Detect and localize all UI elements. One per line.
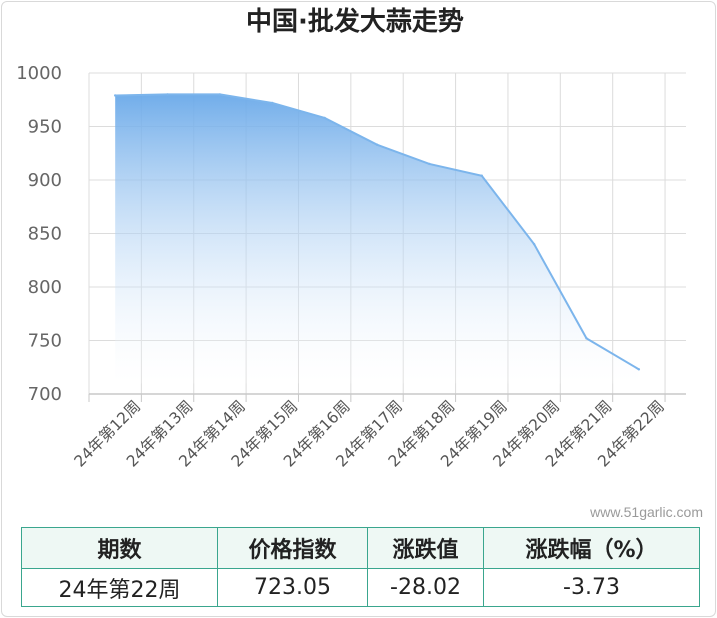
summary-header-row: 期数 价格指数 涨跌值 涨跌幅（%） [21, 527, 700, 569]
cell-change-percent: -3.73 [483, 568, 700, 607]
y-tick-label: 1000 [16, 63, 62, 84]
watermark: www.51garlic.com [590, 504, 703, 520]
y-axis: 700 750 800 850 900 950 1000 [16, 63, 62, 405]
cell-change-value: -28.02 [367, 568, 484, 607]
header-price-index: 价格指数 [217, 527, 368, 569]
data-point [166, 93, 169, 96]
y-tick-label: 950 [28, 117, 62, 138]
summary-data-row: 24年第22周 723.05 -28.02 -3.73 [21, 568, 700, 607]
y-tick-label: 750 [28, 331, 62, 352]
cell-price-index: 723.05 [217, 568, 368, 607]
data-point [323, 116, 326, 120]
data-point [532, 243, 536, 246]
header-change-percent: 涨跌幅（%） [483, 527, 700, 569]
x-axis: 24年第12周24年第13周24年第14周24年第15周24年第16周24年第1… [71, 397, 668, 471]
data-point [428, 162, 431, 166]
y-tick-label: 900 [28, 170, 62, 191]
header-change-value: 涨跌值 [367, 527, 484, 569]
summary-table: 期数 价格指数 涨跌值 涨跌幅（%） 24年第22周 723.05 -28.02… [21, 527, 700, 607]
data-point [375, 143, 379, 146]
data-point [271, 101, 274, 105]
y-tick-label: 850 [28, 224, 62, 245]
y-tick-label: 700 [28, 384, 62, 405]
data-point [637, 368, 641, 371]
area-series [113, 93, 641, 384]
area-fill [115, 94, 639, 384]
header-period: 期数 [21, 527, 218, 569]
cell-period: 24年第22周 [21, 568, 218, 607]
data-point [218, 93, 222, 96]
chart-title: 中国·批发大蒜走势 [246, 6, 464, 37]
data-point [113, 94, 117, 97]
y-tick-label: 800 [28, 277, 62, 298]
data-point [480, 174, 483, 177]
data-point [585, 337, 588, 340]
